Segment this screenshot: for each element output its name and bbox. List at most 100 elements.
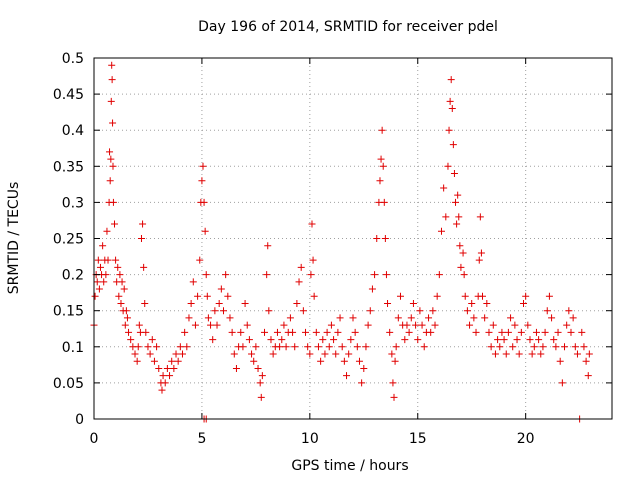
- data-point: [200, 198, 208, 206]
- data-point: [319, 336, 327, 344]
- data-point: [376, 177, 384, 185]
- data-point: [178, 350, 186, 358]
- data-point: [293, 299, 301, 307]
- y-tick-label: 0: [75, 412, 84, 428]
- data-point: [571, 343, 579, 351]
- data-point: [494, 336, 502, 344]
- data-point: [345, 350, 353, 358]
- data-point: [307, 271, 315, 279]
- data-point: [308, 220, 316, 228]
- data-point: [485, 328, 493, 336]
- data-point: [254, 364, 262, 372]
- data-point: [211, 307, 219, 315]
- data-point: [442, 213, 450, 221]
- data-point: [118, 278, 126, 286]
- data-point: [310, 292, 318, 300]
- data-point: [117, 299, 125, 307]
- data-point: [106, 148, 114, 156]
- x-tick-label: 10: [301, 431, 319, 447]
- data-point: [261, 328, 269, 336]
- data-point: [291, 343, 299, 351]
- data-point: [297, 263, 305, 271]
- data-point: [537, 350, 545, 358]
- data-point: [250, 357, 258, 365]
- data-point: [392, 343, 400, 351]
- data-point: [202, 271, 210, 279]
- data-point: [187, 299, 195, 307]
- data-point: [340, 357, 348, 365]
- data-point: [388, 350, 396, 358]
- data-point: [309, 256, 317, 264]
- data-point: [215, 299, 223, 307]
- data-point: [456, 242, 464, 250]
- data-point: [334, 328, 342, 336]
- data-point: [209, 336, 217, 344]
- data-point: [470, 314, 478, 322]
- data-point: [481, 314, 489, 322]
- x-tick-labels: 0 5 10 15 20: [90, 431, 535, 447]
- y-tick-label: 0.25: [53, 232, 84, 248]
- x-tick-label: 20: [517, 431, 535, 447]
- data-point: [353, 343, 361, 351]
- data-point: [362, 343, 370, 351]
- data-point: [127, 336, 135, 344]
- data-point: [479, 292, 486, 300]
- data-point: [176, 343, 184, 351]
- data-point: [513, 336, 521, 344]
- data-point: [142, 328, 150, 336]
- data-point: [100, 278, 108, 286]
- data-point: [248, 350, 256, 358]
- data-point: [550, 336, 558, 344]
- data-point: [163, 364, 171, 372]
- data-point: [389, 379, 397, 387]
- data-point: [364, 321, 372, 329]
- data-point: [517, 328, 525, 336]
- data-point: [496, 343, 504, 351]
- data-point: [108, 76, 116, 84]
- data-point: [96, 263, 104, 271]
- data-point: [409, 299, 417, 307]
- data-point: [280, 321, 288, 329]
- data-point: [286, 314, 294, 322]
- data-point: [125, 328, 133, 336]
- data-point: [396, 292, 404, 300]
- data-point: [181, 328, 189, 336]
- data-point: [245, 336, 253, 344]
- data-point: [183, 343, 191, 351]
- data-point: [561, 343, 569, 351]
- data-point: [207, 321, 215, 329]
- data-point: [382, 271, 390, 279]
- data-point: [349, 314, 357, 322]
- data-point: [91, 292, 99, 300]
- y-axis-label: SRMTID / TECUs: [6, 182, 22, 295]
- chart-title: Day 196 of 2014, SRMTID for receiver pde…: [198, 19, 498, 35]
- data-point: [239, 343, 247, 351]
- data-point: [498, 328, 506, 336]
- data-point: [158, 386, 166, 394]
- data-point: [330, 336, 338, 344]
- data-point: [146, 350, 154, 358]
- data-point: [450, 170, 458, 178]
- data-point: [347, 336, 355, 344]
- data-point: [401, 336, 409, 344]
- data-point: [447, 76, 455, 84]
- data-point: [407, 314, 415, 322]
- data-point: [554, 328, 562, 336]
- data-point: [366, 307, 374, 315]
- data-point: [258, 372, 266, 380]
- data-point: [585, 350, 593, 358]
- data-point: [166, 372, 174, 380]
- data-point: [161, 379, 169, 387]
- data-point: [295, 278, 303, 286]
- data-point: [524, 321, 532, 329]
- data-point: [264, 242, 272, 250]
- data-point: [373, 235, 381, 242]
- data-point: [217, 285, 225, 293]
- data-point: [252, 343, 260, 351]
- data-point: [111, 220, 119, 228]
- data-point: [556, 357, 564, 365]
- data-point: [457, 263, 465, 271]
- data-point: [131, 350, 139, 358]
- data-point: [198, 177, 206, 185]
- data-point: [468, 299, 476, 307]
